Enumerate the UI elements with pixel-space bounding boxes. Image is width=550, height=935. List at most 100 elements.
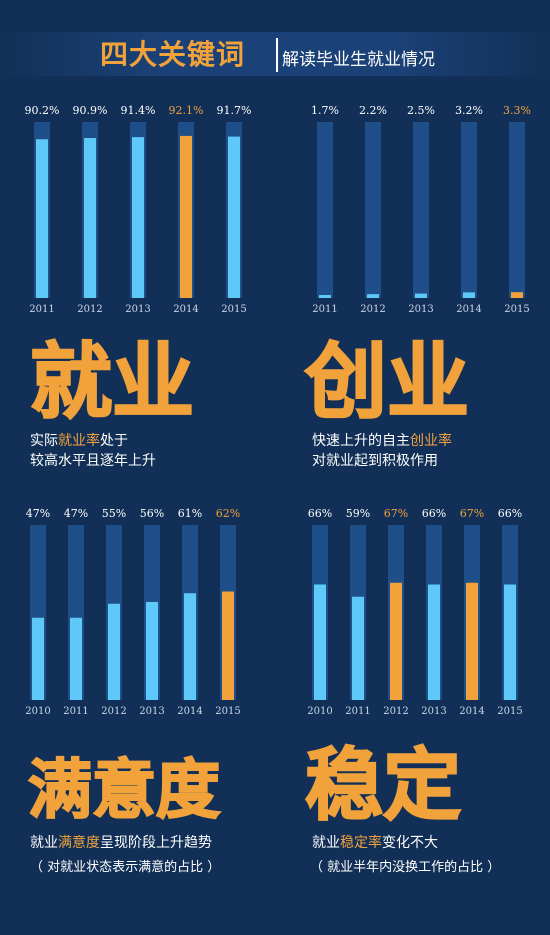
employment-keyword: 就业 xyxy=(30,335,194,430)
caption-employment-line2: 较高水平且逐年上升 xyxy=(30,453,156,469)
employment-bar-4 xyxy=(228,136,240,298)
note-satisfaction: （ 对就业状态表示满意的占比 ） xyxy=(30,860,221,875)
stability-tick-label-1: 2011 xyxy=(345,706,370,717)
entrepreneurship-value-label-4: 3.3% xyxy=(503,104,531,117)
employment-value-label-4: 91.7% xyxy=(217,104,252,117)
entrepreneurship-value-label-3: 3.2% xyxy=(455,104,483,117)
satisfaction-bar-2 xyxy=(108,603,120,700)
stability-tick-label-3: 2013 xyxy=(421,706,446,717)
caption-employment-pre: 实际 xyxy=(30,433,58,449)
satisfaction-value-label-3: 56% xyxy=(140,507,164,520)
satisfaction-bar-1 xyxy=(70,617,82,700)
stability-tick-label-4: 2014 xyxy=(459,706,484,717)
caption-satisfaction-highlight: 满意度 xyxy=(58,835,100,851)
entrepreneurship-track-3 xyxy=(461,122,477,298)
caption-employment: 实际就业率处于 xyxy=(30,430,128,450)
satisfaction-value-label-2: 55% xyxy=(102,507,126,520)
employment-value-label-3: 92.1% xyxy=(169,104,204,117)
entrepreneurship-track-1 xyxy=(365,122,381,298)
entrepreneurship-tick-label-2: 2013 xyxy=(408,304,433,315)
satisfaction-value-label-0: 47% xyxy=(26,507,50,520)
satisfaction-tick-label-2: 2012 xyxy=(101,706,126,717)
caption-satisfaction-pre: 就业 xyxy=(30,835,58,851)
employment-tick-label-0: 2011 xyxy=(29,304,54,315)
entrepreneurship-value-label-2: 2.5% xyxy=(407,104,435,117)
page-subtitle: 解读毕业生就业情况 xyxy=(282,50,435,70)
employment-bar-0 xyxy=(36,139,48,298)
caption-satisfaction-post: 呈现阶段上升趋势 xyxy=(100,835,212,851)
entrepreneurship-bar-2 xyxy=(415,293,427,298)
caption-stability-highlight: 稳定率 xyxy=(340,835,382,851)
entrepreneurship-value-label-1: 2.2% xyxy=(359,104,387,117)
entrepreneurship-track-0 xyxy=(317,122,333,298)
stability-bar-0 xyxy=(314,584,326,700)
entrepreneurship-keyword: 创业 xyxy=(304,335,469,430)
employment-tick-label-2: 2013 xyxy=(125,304,150,315)
entrepreneurship-tick-label-3: 2014 xyxy=(456,304,481,315)
satisfaction-value-label-1: 47% xyxy=(64,507,88,520)
stability-bar-4 xyxy=(466,582,478,700)
stability-value-label-3: 66% xyxy=(422,507,446,520)
employment-value-label-2: 91.4% xyxy=(121,104,156,117)
employment-bar-1 xyxy=(84,138,96,298)
entrepreneurship-bar-4 xyxy=(511,292,523,298)
stability-tick-label-0: 2010 xyxy=(307,706,332,717)
employment-tick-label-3: 2014 xyxy=(173,304,198,315)
satisfaction-bar-5 xyxy=(222,591,234,700)
caption-entrepreneurship-highlight: 创业率 xyxy=(410,433,452,449)
stability-bar-2 xyxy=(390,582,402,700)
entrepreneurship-track-4 xyxy=(509,122,525,298)
entrepreneurship-bar-3 xyxy=(463,292,475,298)
stability-tick-label-2: 2012 xyxy=(383,706,408,717)
satisfaction-tick-label-5: 2015 xyxy=(215,706,240,717)
employment-tick-label-1: 2012 xyxy=(77,304,102,315)
employment-value-label-0: 90.2% xyxy=(25,104,60,117)
stability-tick-label-5: 2015 xyxy=(497,706,522,717)
caption-employment-highlight: 就业率 xyxy=(58,433,100,449)
caption-employment-post: 处于 xyxy=(100,433,128,449)
stability-bar-3 xyxy=(428,584,440,700)
stability-bar-5 xyxy=(504,584,516,700)
title-divider xyxy=(276,38,278,72)
satisfaction-bar-4 xyxy=(184,593,196,700)
satisfaction-tick-label-1: 2011 xyxy=(63,706,88,717)
satisfaction-tick-label-4: 2014 xyxy=(177,706,202,717)
page-title: 四大关键词 xyxy=(100,38,246,71)
caption-entrepreneurship: 快速上升的自主创业率 xyxy=(312,430,452,450)
stability-bar-1 xyxy=(352,596,364,700)
entrepreneurship-tick-label-4: 2015 xyxy=(504,304,529,315)
caption-entrepreneurship-pre: 快速上升的自主 xyxy=(312,433,410,449)
satisfaction-bar-3 xyxy=(146,602,158,700)
satisfaction-bar-0 xyxy=(32,617,44,700)
employment-value-label-1: 90.9% xyxy=(73,104,108,117)
caption-entrepreneurship-line2: 对就业起到积极作用 xyxy=(312,453,438,469)
stability-value-label-1: 59% xyxy=(346,507,370,520)
stability-keyword: 稳定 xyxy=(305,741,461,831)
employment-tick-label-4: 2015 xyxy=(221,304,246,315)
entrepreneurship-tick-label-0: 2011 xyxy=(312,304,337,315)
stability-value-label-5: 66% xyxy=(498,507,522,520)
satisfaction-keyword: 满意度 xyxy=(28,754,220,828)
satisfaction-tick-label-3: 2013 xyxy=(139,706,164,717)
stability-value-label-4: 67% xyxy=(460,507,484,520)
stability-value-label-0: 66% xyxy=(308,507,332,520)
caption-stability: 就业稳定率变化不大 xyxy=(312,832,438,852)
note-stability: （ 就业半年内没换工作的占比 ） xyxy=(310,860,501,875)
header-banner xyxy=(0,32,550,76)
entrepreneurship-track-2 xyxy=(413,122,429,298)
entrepreneurship-value-label-0: 1.7% xyxy=(311,104,339,117)
satisfaction-tick-label-0: 2010 xyxy=(25,706,50,717)
caption-satisfaction: 就业满意度呈现阶段上升趋势 xyxy=(30,832,212,852)
employment-bar-2 xyxy=(132,137,144,298)
entrepreneurship-bar-0 xyxy=(319,295,331,298)
entrepreneurship-bar-1 xyxy=(367,294,379,298)
stability-value-label-2: 67% xyxy=(384,507,408,520)
satisfaction-value-label-4: 61% xyxy=(178,507,202,520)
entrepreneurship-tick-label-1: 2012 xyxy=(360,304,385,315)
employment-bar-3 xyxy=(180,135,192,298)
caption-stability-post: 变化不大 xyxy=(382,835,438,851)
caption-stability-pre: 就业 xyxy=(312,835,340,851)
satisfaction-value-label-5: 62% xyxy=(216,507,240,520)
